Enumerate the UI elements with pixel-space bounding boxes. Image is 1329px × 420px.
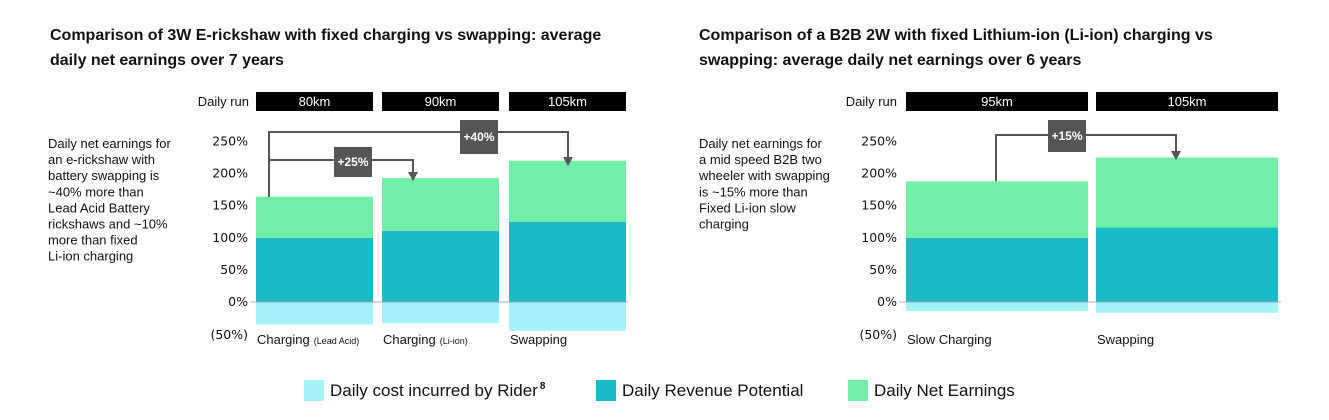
daily-run-box [256, 92, 373, 111]
comparison-value: +40% [463, 130, 494, 144]
bar-revenue [1096, 227, 1278, 302]
annotation-note-line: an e-rickshaw with [48, 152, 155, 167]
y-tick-label: 100% [212, 230, 248, 245]
category-label: Charging (Lead Acid) [257, 332, 359, 347]
bar-cost [509, 302, 626, 331]
y-tick-label: 150% [212, 198, 248, 213]
category-label: Swapping [510, 332, 567, 347]
legend-swatch [848, 380, 868, 401]
y-tick-label: 250% [212, 134, 248, 149]
y-tick-label: 50% [220, 262, 248, 277]
bar-cost [382, 302, 499, 324]
bar-cost [906, 302, 1088, 311]
category-label: Swapping [1097, 332, 1154, 347]
category-label: Charging (Li-ion) [383, 332, 468, 347]
y-tick-label: 0% [228, 294, 248, 309]
annotation-note-line: more than fixed [48, 233, 138, 248]
annotation-note-line: Lead Acid Battery [48, 200, 150, 215]
bar-net-earnings [906, 181, 1088, 238]
annotation-note-line: Li-ion charging [48, 249, 133, 264]
category-label: Slow Charging [907, 332, 992, 347]
annotation-note-line: wheeler with swapping [698, 168, 830, 183]
daily-run-value: 105km [548, 94, 587, 109]
bar-revenue [382, 230, 499, 302]
y-tick-label: 200% [212, 166, 248, 181]
annotation-note-line: rickshaws and ~10% [48, 217, 168, 232]
daily-run-label: Daily run [846, 94, 897, 109]
bar-revenue [509, 221, 626, 302]
y-tick-label: 50% [869, 262, 897, 277]
annotation-note-line: battery swapping is [48, 168, 160, 183]
annotation-note-line: a mid speed B2B two [699, 152, 822, 167]
legend-swatch [596, 380, 616, 401]
comparison-badge [334, 147, 372, 177]
annotation-note-line: charging [699, 217, 749, 232]
bar-cost [1096, 302, 1278, 313]
chart-title-line: Comparison of 3W E-rickshaw with fixed c… [50, 27, 601, 44]
chart-title-line: swapping: average daily net earnings ove… [699, 52, 1081, 69]
bar-revenue [906, 237, 1088, 302]
y-tick-label: 200% [861, 166, 897, 181]
bar-net-earnings [1096, 157, 1278, 228]
chart-title-line: Comparison of a B2B 2W with fixed Lithiu… [699, 27, 1213, 44]
y-tick-label: 250% [861, 134, 897, 149]
legend-label: Daily Revenue Potential [622, 381, 803, 400]
comparison-badge [460, 120, 498, 154]
comparison-arrow-head [408, 172, 418, 181]
comparison-arrow-head [563, 157, 573, 166]
comparison-value: +15% [1051, 129, 1082, 143]
annotation-note-line: Fixed Li-ion slow [699, 200, 796, 215]
daily-run-label: Daily run [198, 94, 249, 109]
daily-run-box [1096, 92, 1278, 111]
annotation-note-line: is ~15% more than [699, 184, 808, 199]
y-tick-label: 0% [877, 294, 897, 309]
legend-swatch [304, 380, 324, 401]
y-tick-label: (50%) [210, 327, 248, 342]
daily-run-box [509, 92, 626, 111]
y-tick-label: 150% [861, 198, 897, 213]
bar-net-earnings [256, 196, 373, 238]
legend-label: Daily Net Earnings [874, 381, 1015, 400]
bar-net-earnings [509, 160, 626, 222]
comparison-value: +25% [337, 155, 368, 169]
annotation-note-line: ~40% more than [48, 184, 144, 199]
annotation-note-line: Daily net earnings for [699, 136, 823, 151]
bar-revenue [256, 237, 373, 302]
comparison-badge [1048, 120, 1086, 152]
daily-run-box [906, 92, 1088, 111]
annotation-note-line: Daily net earnings for [48, 136, 172, 151]
comparison-connector [268, 131, 569, 197]
bar-net-earnings [382, 178, 499, 231]
y-tick-label: 100% [861, 230, 897, 245]
daily-run-value: 95km [981, 94, 1013, 109]
daily-run-value: 80km [299, 94, 331, 109]
daily-run-box [382, 92, 499, 111]
daily-run-value: 90km [425, 94, 457, 109]
bar-cost [256, 302, 373, 325]
y-tick-label: (50%) [859, 327, 897, 342]
daily-run-value: 105km [1167, 94, 1206, 109]
chart-title-line: daily net earnings over 7 years [50, 52, 284, 69]
comparison-arrow-head [1171, 151, 1181, 160]
legend-label: Daily cost incurred by Rider 8 [330, 381, 546, 400]
